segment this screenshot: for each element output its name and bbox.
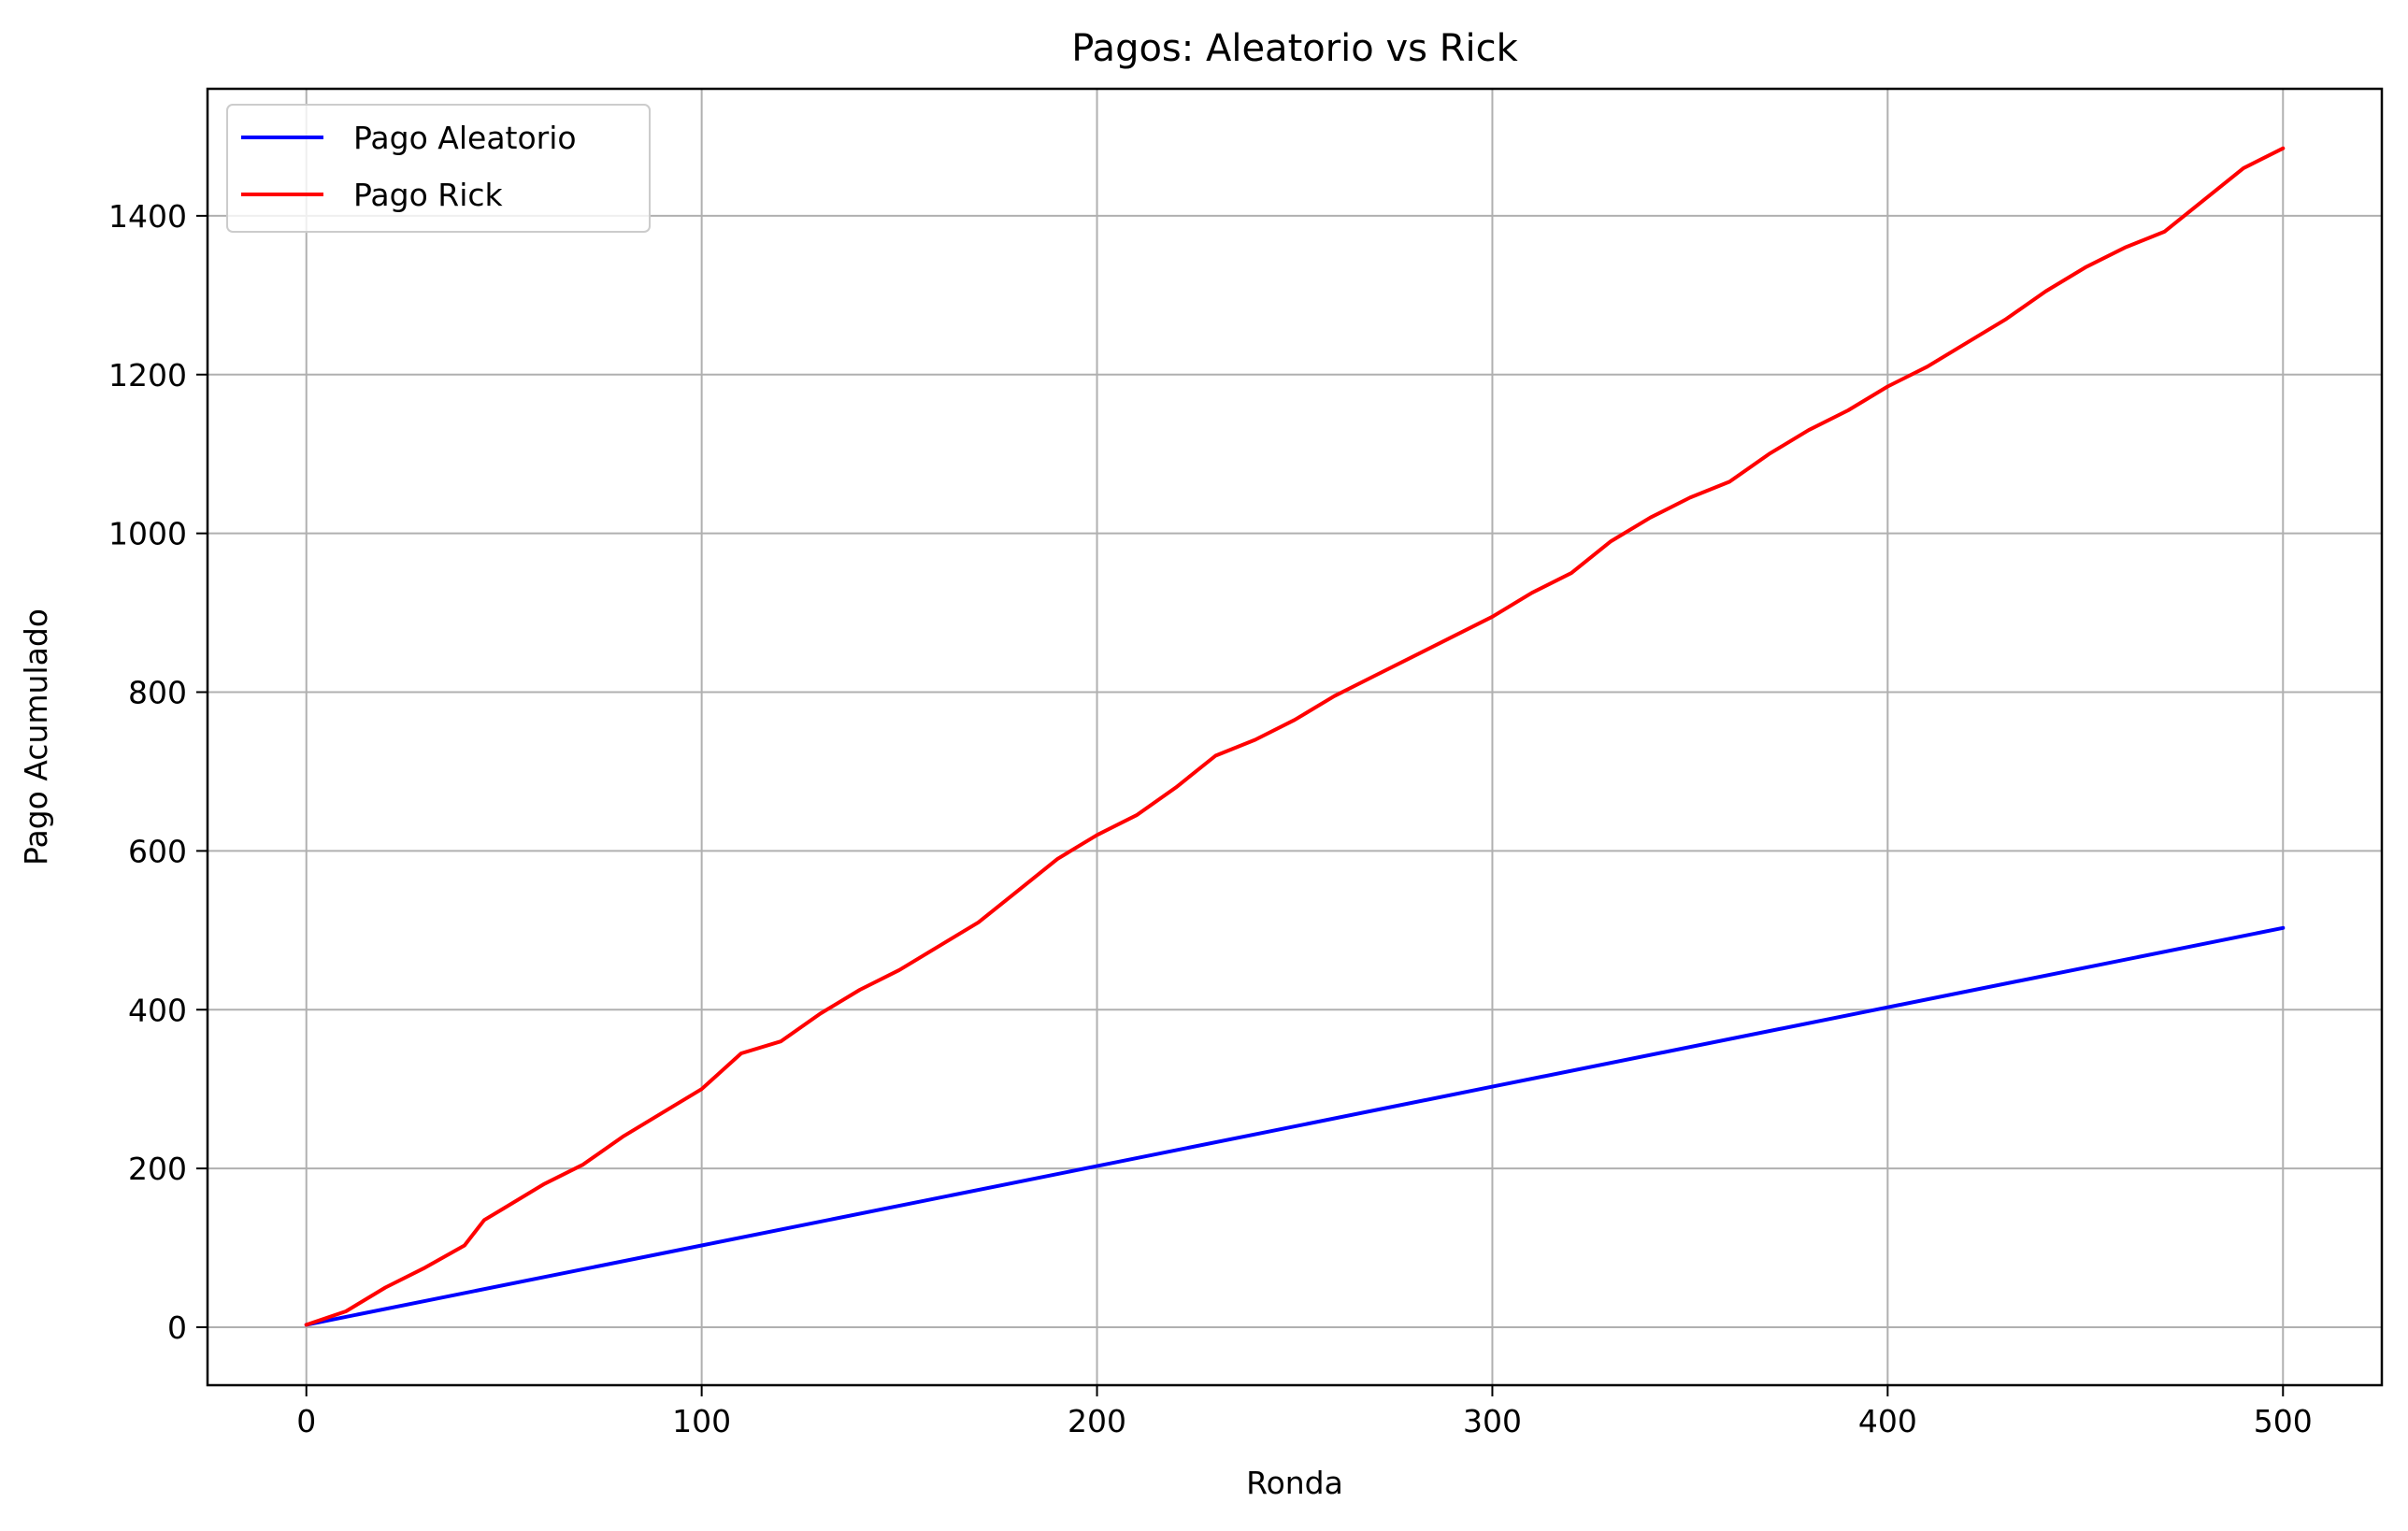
y-axis-label: Pago Acumulado: [18, 608, 54, 866]
y-tick-label: 800: [128, 675, 187, 711]
y-tick-label: 1200: [108, 357, 187, 393]
x-tick-label: 400: [1858, 1403, 1917, 1439]
legend-box: [226, 104, 651, 233]
x-axis-label: Ronda: [1246, 1465, 1343, 1501]
y-tick-label: 600: [128, 833, 187, 869]
y-tick-label: 1400: [108, 198, 187, 235]
series-line-2: [304, 146, 2286, 1327]
y-tick-label: 200: [128, 1151, 187, 1187]
plot-frame: [206, 87, 2384, 1387]
legend: Pago Aleatorio Pago Rick: [226, 104, 651, 233]
series-line-1: [304, 925, 2286, 1327]
y-tick-label: 1000: [108, 516, 187, 552]
x-tick-label: 300: [1463, 1403, 1522, 1439]
legend-label: Pago Rick: [353, 177, 504, 213]
axis-ticks: 0 100 200 300 400 500 0 200 400 600 800 1000 1200 140…: [108, 198, 2313, 1439]
x-tick-label: 500: [2254, 1403, 2313, 1439]
x-tick-label: 0: [296, 1403, 316, 1439]
y-tick-label: 0: [167, 1309, 187, 1346]
chart-title: Pagos: Aleatorio vs Rick: [1071, 27, 1518, 70]
x-tick-label: 100: [672, 1403, 731, 1439]
series-lines: [304, 146, 2286, 1327]
grid-lines: [208, 89, 2382, 1385]
x-tick-label: 200: [1068, 1403, 1126, 1439]
y-tick-label: 400: [128, 992, 187, 1028]
legend-label: Pago Aleatorio: [353, 120, 577, 156]
